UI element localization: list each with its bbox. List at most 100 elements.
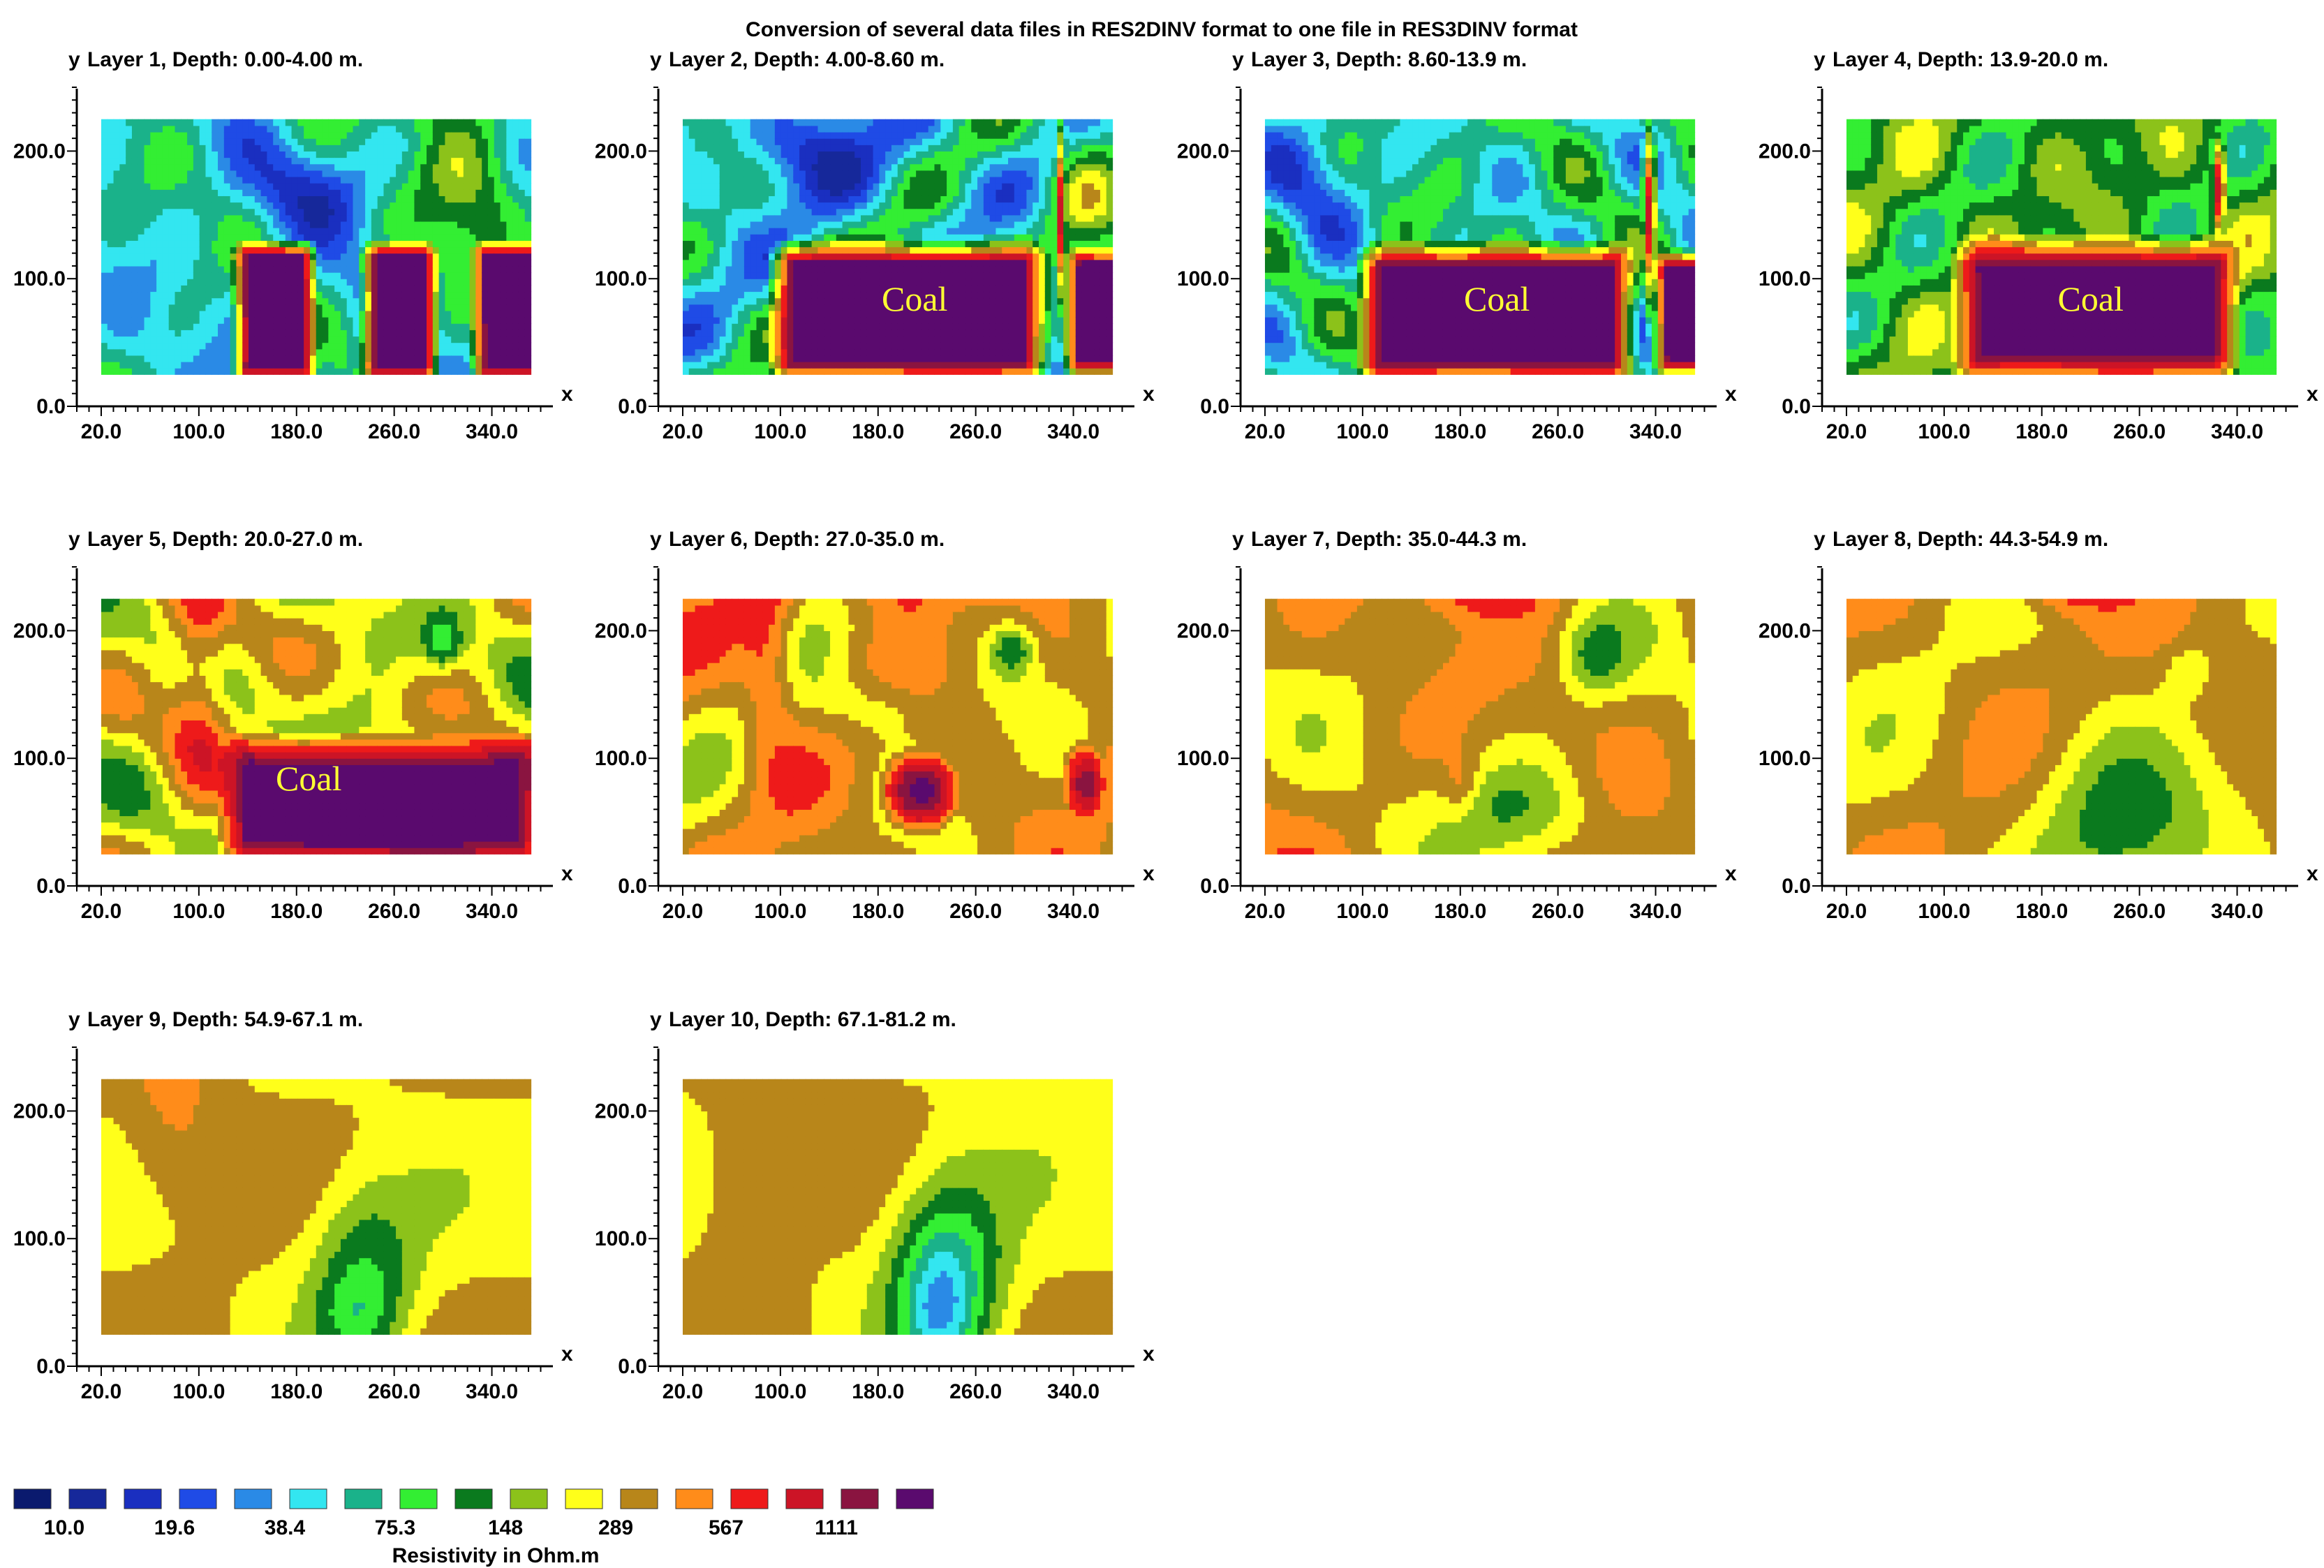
heatmap-cell	[688, 348, 696, 356]
heatmap-cell	[236, 279, 243, 286]
heatmap-cell	[279, 125, 286, 133]
heatmap-cell	[260, 355, 268, 362]
heatmap-cell	[487, 170, 495, 177]
heatmap-cell	[817, 234, 824, 241]
heatmap-cell	[273, 119, 280, 126]
heatmap-cell	[524, 330, 532, 337]
heatmap-cell	[414, 189, 421, 196]
heatmap-cell	[371, 163, 378, 171]
heatmap-cell	[150, 125, 157, 133]
heatmap-cell	[377, 151, 385, 158]
heatmap-cell	[701, 362, 708, 369]
heatmap-cell	[910, 355, 917, 362]
heatmap-cell	[947, 170, 954, 177]
heatmap-cell	[126, 151, 133, 158]
heatmap-cell	[487, 138, 495, 145]
heatmap-cell	[971, 214, 978, 222]
heatmap-cell	[181, 214, 188, 222]
heatmap-cell	[346, 310, 354, 318]
heatmap-cell	[126, 348, 133, 356]
heatmap-cell	[420, 221, 427, 228]
heatmap-cell	[879, 317, 886, 324]
heatmap-cell	[334, 336, 341, 343]
heatmap-cell	[304, 163, 311, 171]
heatmap-cell	[774, 310, 782, 318]
heatmap-cell	[512, 157, 519, 165]
heatmap-cell	[353, 304, 360, 311]
heatmap-cell	[989, 317, 997, 324]
heatmap-cell	[427, 131, 434, 139]
heatmap-cell	[787, 170, 794, 177]
heatmap-cell	[297, 317, 304, 324]
heatmap-cell	[965, 368, 972, 375]
heatmap-cell	[353, 145, 360, 151]
heatmap-cell	[131, 265, 139, 273]
heatmap-cell	[701, 330, 708, 337]
heatmap-cell	[279, 272, 286, 279]
heatmap-cell	[713, 291, 720, 299]
heatmap-cell	[824, 317, 831, 324]
heatmap-cell	[805, 221, 813, 228]
heatmap-cell	[762, 246, 769, 254]
heatmap-cell	[138, 214, 145, 222]
heatmap-cell	[218, 368, 225, 375]
heatmap-cell	[242, 297, 249, 305]
heatmap-cell	[223, 163, 231, 171]
heatmap-cell	[860, 323, 868, 330]
heatmap-cell	[168, 176, 176, 184]
heatmap-cell	[482, 131, 489, 139]
heatmap-cell	[518, 253, 526, 260]
heatmap-cell	[414, 253, 421, 260]
heatmap-cell	[205, 330, 212, 337]
heatmap-cell	[334, 368, 341, 375]
heatmap-cell	[971, 336, 978, 343]
heatmap-cell	[817, 195, 824, 203]
heatmap-cell	[836, 279, 843, 286]
heatmap-cell	[193, 285, 200, 293]
heatmap-cell	[427, 272, 434, 279]
heatmap-cell	[119, 176, 126, 184]
heatmap-cell	[254, 176, 262, 184]
heatmap-cell	[977, 348, 984, 356]
heatmap-cell	[879, 272, 886, 279]
heatmap-cell	[977, 323, 984, 330]
heatmap-cell	[842, 265, 850, 273]
heatmap-cell	[732, 202, 739, 209]
heatmap-cell	[291, 145, 298, 151]
heatmap-cell	[187, 195, 194, 203]
heatmap-cell	[482, 362, 489, 369]
heatmap-cell	[682, 131, 690, 139]
heatmap-cell	[879, 304, 886, 311]
heatmap-cell	[916, 253, 923, 260]
heatmap-cell	[830, 279, 837, 286]
heatmap-cell	[719, 246, 727, 254]
heatmap-cell	[971, 265, 978, 273]
heatmap-cell	[885, 336, 892, 343]
heatmap-cell	[769, 189, 776, 196]
heatmap-cell	[719, 119, 727, 126]
heatmap-cell	[199, 170, 207, 177]
heatmap-cell	[346, 285, 354, 293]
heatmap-cell	[873, 240, 880, 248]
heatmap-cell	[769, 355, 776, 362]
heatmap-cell	[457, 195, 464, 203]
heatmap-cell	[291, 163, 298, 171]
heatmap-cell	[830, 272, 837, 279]
heatmap-cell	[793, 138, 800, 145]
heatmap-cell	[873, 208, 880, 216]
heatmap-cell	[334, 323, 341, 330]
heatmap-cell	[113, 279, 120, 286]
heatmap-cell	[322, 253, 329, 260]
heatmap-cell	[873, 157, 880, 165]
heatmap-cell	[156, 355, 163, 362]
heatmap-cell	[977, 214, 984, 222]
heatmap-cell	[762, 202, 769, 209]
heatmap-cell	[401, 125, 409, 133]
heatmap-cell	[297, 368, 304, 375]
heatmap-cell	[144, 246, 151, 254]
heatmap-cell	[916, 368, 923, 375]
heatmap-cell	[254, 163, 262, 171]
heatmap-cell	[805, 214, 813, 222]
heatmap-cell	[799, 297, 806, 305]
heatmap-cell	[396, 240, 403, 248]
